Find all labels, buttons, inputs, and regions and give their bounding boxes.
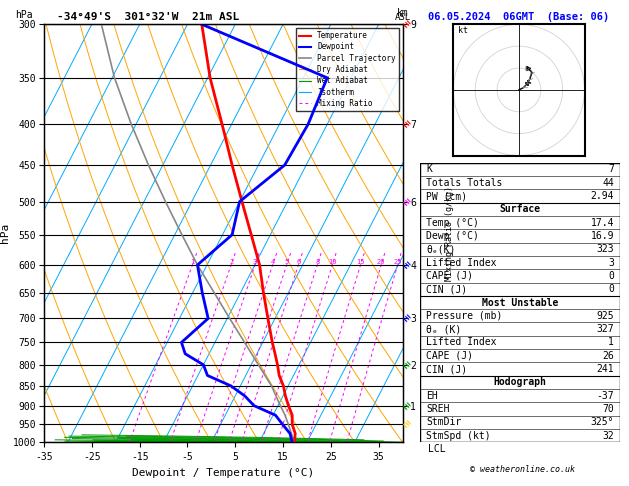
Text: SREH: SREH [426, 404, 450, 414]
Text: 7: 7 [608, 164, 614, 174]
Text: 3: 3 [608, 258, 614, 268]
Text: ≡: ≡ [400, 119, 411, 130]
Text: 4: 4 [270, 259, 275, 265]
Text: CIN (J): CIN (J) [426, 284, 467, 294]
Text: hPa: hPa [15, 10, 33, 20]
Text: 0: 0 [608, 271, 614, 281]
Text: 20: 20 [377, 259, 386, 265]
Text: 6: 6 [296, 259, 301, 265]
Text: CIN (J): CIN (J) [426, 364, 467, 374]
Text: Surface: Surface [499, 205, 541, 214]
Text: 241: 241 [596, 364, 614, 374]
Text: 44: 44 [603, 178, 614, 188]
Text: ≡: ≡ [400, 196, 411, 207]
Text: EH: EH [426, 391, 438, 400]
Text: ASL: ASL [394, 13, 411, 22]
Text: CAPE (J): CAPE (J) [426, 271, 473, 281]
Text: kt: kt [458, 26, 468, 35]
Text: ≡: ≡ [400, 359, 411, 370]
Text: -34°49'S  301°32'W  21m ASL: -34°49'S 301°32'W 21m ASL [57, 12, 239, 22]
Text: StmDir: StmDir [426, 417, 462, 427]
Legend: Temperature, Dewpoint, Parcel Trajectory, Dry Adiabat, Wet Adiabat, Isotherm, Mi: Temperature, Dewpoint, Parcel Trajectory… [296, 28, 399, 111]
Text: 2.94: 2.94 [591, 191, 614, 201]
Text: ≡: ≡ [400, 18, 411, 30]
Text: ≡: ≡ [400, 260, 411, 271]
Text: 10: 10 [328, 259, 337, 265]
Text: LCL: LCL [428, 444, 445, 454]
Text: 3: 3 [253, 259, 257, 265]
Text: Lifted Index: Lifted Index [426, 258, 497, 268]
X-axis label: Dewpoint / Temperature (°C): Dewpoint / Temperature (°C) [132, 468, 314, 478]
Text: 1: 1 [608, 337, 614, 347]
Text: ≡: ≡ [400, 419, 411, 430]
Text: 325°: 325° [591, 417, 614, 427]
Text: Totals Totals: Totals Totals [426, 178, 503, 188]
Text: 327: 327 [596, 324, 614, 334]
Text: 16.9: 16.9 [591, 231, 614, 241]
Text: 323: 323 [596, 244, 614, 254]
Text: 925: 925 [596, 311, 614, 321]
Text: 5: 5 [284, 259, 289, 265]
Text: Pressure (mb): Pressure (mb) [426, 311, 503, 321]
Text: Dewp (°C): Dewp (°C) [426, 231, 479, 241]
Text: km: km [397, 8, 408, 18]
Text: Most Unstable: Most Unstable [482, 297, 559, 308]
Text: 06.05.2024  06GMT  (Base: 06): 06.05.2024 06GMT (Base: 06) [428, 12, 609, 22]
Text: © weatheronline.co.uk: © weatheronline.co.uk [470, 465, 574, 474]
Text: ≡: ≡ [400, 400, 411, 411]
Text: Temp (°C): Temp (°C) [426, 218, 479, 228]
Text: 1: 1 [191, 259, 194, 265]
Y-axis label: hPa: hPa [0, 223, 10, 243]
Text: 70: 70 [603, 404, 614, 414]
Text: 2: 2 [229, 259, 233, 265]
Text: -37: -37 [596, 391, 614, 400]
Text: 17.4: 17.4 [591, 218, 614, 228]
Text: StmSpd (kt): StmSpd (kt) [426, 431, 491, 441]
Text: Mixing Ratio (g/kg): Mixing Ratio (g/kg) [445, 186, 454, 281]
Text: Lifted Index: Lifted Index [426, 337, 497, 347]
Text: 15: 15 [356, 259, 365, 265]
Text: 32: 32 [603, 431, 614, 441]
Text: K: K [426, 164, 432, 174]
Text: θₑ(K): θₑ(K) [426, 244, 455, 254]
Text: ≡: ≡ [400, 313, 411, 324]
Text: θₑ (K): θₑ (K) [426, 324, 462, 334]
Text: CAPE (J): CAPE (J) [426, 351, 473, 361]
Text: PW (cm): PW (cm) [426, 191, 467, 201]
Text: 26: 26 [603, 351, 614, 361]
Text: Hodograph: Hodograph [494, 377, 547, 387]
Text: 0: 0 [608, 284, 614, 294]
Text: 8: 8 [315, 259, 320, 265]
Text: 25: 25 [393, 259, 402, 265]
